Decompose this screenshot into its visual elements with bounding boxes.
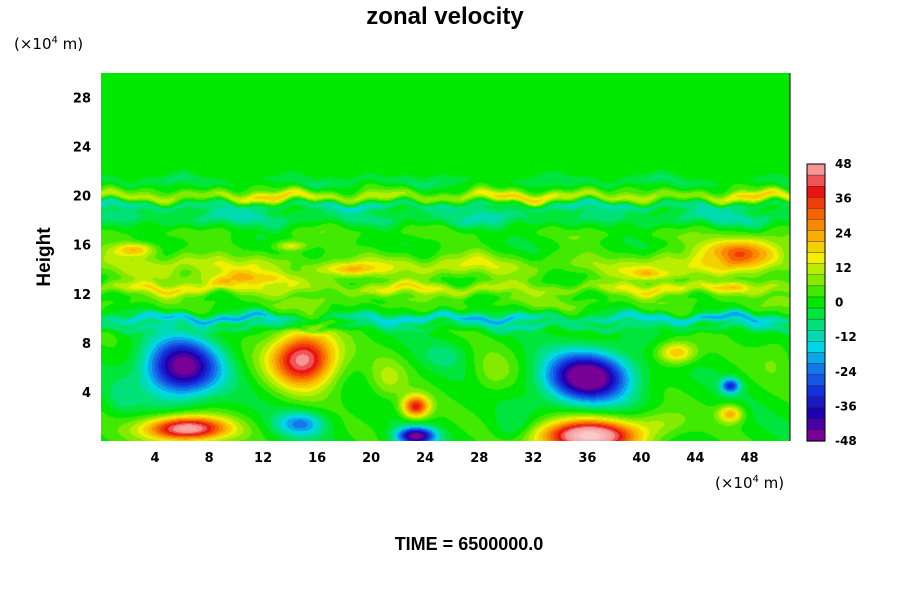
colorbar-tick-label: -36 <box>835 399 857 413</box>
x-tick-label: 36 <box>578 451 596 466</box>
colorbar-segment <box>806 185 826 198</box>
y-unit-label: (×104 m) <box>14 35 83 53</box>
x-tick-label: 20 <box>362 451 380 466</box>
colorbar-segment <box>806 396 826 409</box>
y-tick-label: 24 <box>73 141 91 156</box>
colorbar-segment <box>806 307 826 320</box>
colorbar-segment <box>806 296 826 309</box>
x-tick-label: 8 <box>205 451 214 466</box>
x-tick-label: 28 <box>470 451 488 466</box>
y-tick-label: 20 <box>73 190 91 205</box>
colorbar-tick-label: -12 <box>835 330 857 344</box>
y-unit-suffix: m) <box>58 35 83 53</box>
chart-title: zonal velocity <box>366 3 524 30</box>
x-axis-ticks: 4 8 12 16 20 24 28 32 36 40 44 48 <box>150 451 758 466</box>
colorbar-segment <box>806 219 826 232</box>
colorbar-tick-label: 48 <box>835 157 852 171</box>
x-tick-label: 4 <box>150 451 159 466</box>
y-unit-exponent: 4 <box>52 35 58 46</box>
colorbar-segment <box>806 163 826 176</box>
y-tick-label: 12 <box>73 288 91 303</box>
time-label: TIME = 6500000.0 <box>395 534 544 554</box>
colorbar-segment <box>806 429 826 442</box>
colorbar-segment <box>806 241 826 254</box>
colorbar-segment <box>806 208 826 221</box>
colorbar-tick-label: 0 <box>835 296 843 310</box>
colorbar-tick-label: 24 <box>835 226 852 240</box>
colorbar-segment <box>806 318 826 331</box>
y-tick-label: 8 <box>82 337 91 352</box>
colorbar-segment <box>806 230 826 243</box>
x-unit-label: (×104 m) <box>715 474 784 492</box>
y-unit-prefix: (×10 <box>14 35 52 53</box>
colorbar-segment <box>806 252 826 265</box>
y-tick-label: 28 <box>73 92 91 107</box>
colorbar-segment <box>806 330 826 342</box>
x-tick-label: 16 <box>308 451 326 466</box>
colorbar-segment <box>806 385 826 398</box>
x-unit-prefix: (×10 <box>715 474 753 492</box>
colorbar-tick-label: 12 <box>835 261 852 275</box>
colorbar <box>806 163 826 442</box>
colorbar-segment <box>806 418 826 431</box>
x-tick-label: 40 <box>632 451 650 466</box>
x-tick-label: 48 <box>740 451 758 466</box>
x-tick-label: 32 <box>524 451 542 466</box>
colorbar-segment <box>806 285 826 298</box>
plot-area <box>101 73 791 441</box>
x-tick-label: 12 <box>254 451 272 466</box>
y-axis-ticks: 4 8 12 16 20 24 28 <box>73 92 91 401</box>
y-axis-label: Height <box>34 227 55 287</box>
colorbar-segment <box>806 263 826 276</box>
contour-field-container <box>101 73 790 441</box>
colorbar-ticks: 48 36 24 12 0 -12 -24 -36 -48 <box>835 157 857 448</box>
colorbar-tick-label: -48 <box>835 434 857 448</box>
colorbar-segment <box>806 407 826 420</box>
colorbar-tick-label: 36 <box>835 192 852 206</box>
y-tick-label: 4 <box>82 386 91 401</box>
colorbar-segment <box>806 374 826 387</box>
x-tick-label: 24 <box>416 451 434 466</box>
contour-field <box>101 73 790 441</box>
colorbar-frame <box>806 163 826 442</box>
colorbar-tick-label: -24 <box>835 365 857 379</box>
colorbar-segment <box>806 197 826 209</box>
colorbar-segment <box>806 352 826 365</box>
x-unit-suffix: m) <box>759 474 784 492</box>
colorbar-segment <box>806 174 826 187</box>
colorbar-segment <box>806 363 826 376</box>
x-tick-label: 44 <box>686 451 704 466</box>
x-unit-exponent: 4 <box>753 474 759 485</box>
colorbar-segment <box>806 274 826 287</box>
y-tick-label: 16 <box>73 239 91 254</box>
colorbar-segment <box>806 341 826 353</box>
